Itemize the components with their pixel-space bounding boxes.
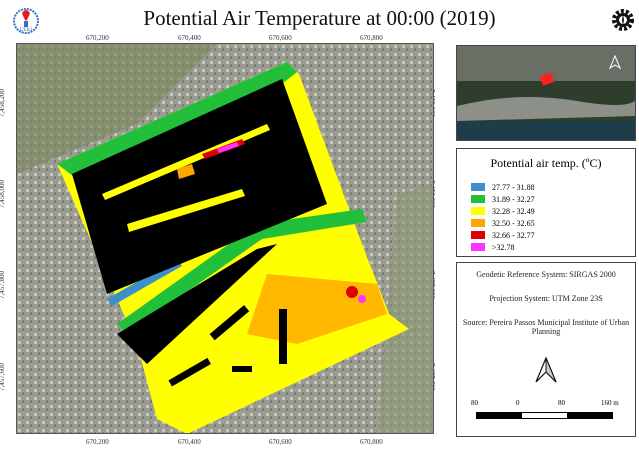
x-tick-bottom: 670,600 xyxy=(269,438,292,446)
source-text: Source: Pereira Passos Municipal Institu… xyxy=(462,318,630,336)
legend-label: 31.89 - 32.27 xyxy=(492,194,535,204)
scale-label: 80 xyxy=(558,399,565,407)
x-tick-bottom: 670,400 xyxy=(178,438,201,446)
x-tick-bottom: 670,200 xyxy=(86,438,109,446)
info-panel: Geodetic Reference System: SIRGAS 2000 P… xyxy=(456,262,636,437)
projection-text: Projection System: UTM Zone 23S xyxy=(489,294,603,303)
north-arrow-icon xyxy=(534,356,558,389)
datum-text: Geodetic Reference System: SIRGAS 2000 xyxy=(476,270,616,279)
svg-text:UERJ: UERJ xyxy=(20,28,32,33)
legend-label: >32.78 xyxy=(492,242,515,252)
location-inset-map[interactable] xyxy=(456,45,636,141)
y-tick-left: 7,458,000 xyxy=(0,180,6,208)
gear-logo xyxy=(611,8,635,37)
map-title: Potential Air Temperature at 00:00 (2019… xyxy=(143,6,496,30)
legend-label: 32.50 - 32.65 xyxy=(492,218,535,228)
y-tick-left: 7,458,200 xyxy=(0,89,6,117)
scale-label: 0 xyxy=(516,399,520,407)
legend-title: Potential air temp. (ºC) xyxy=(490,156,602,170)
legend-swatch xyxy=(471,231,485,239)
x-tick-top: 670,600 xyxy=(269,34,292,42)
legend-item: 27.77 - 31.88 xyxy=(471,181,635,193)
scale-label: 160 m xyxy=(601,399,619,407)
legend-item: 32.66 - 32.77 xyxy=(471,229,635,241)
legend-label: 27.77 - 31.88 xyxy=(492,182,535,192)
x-tick-top: 670,400 xyxy=(178,34,201,42)
legend-item: 31.89 - 32.27 xyxy=(471,193,635,205)
legend-label: 32.28 - 32.49 xyxy=(492,206,535,216)
uerj-logo: UERJ xyxy=(12,5,40,41)
legend-item: 32.50 - 32.65 xyxy=(471,217,635,229)
legend: Potential air temp. (ºC) 27.77 - 31.88 31… xyxy=(456,148,636,257)
legend-swatch xyxy=(471,243,485,251)
study-area-marker xyxy=(539,72,555,86)
main-map[interactable] xyxy=(16,43,434,434)
scale-label: 80 xyxy=(471,399,478,407)
legend-label: 32.66 - 32.77 xyxy=(492,230,535,240)
y-tick-left: 7,457,600 xyxy=(0,363,6,391)
legend-swatch xyxy=(471,219,485,227)
legend-item: >32.78 xyxy=(471,241,635,253)
legend-item: 32.28 - 32.49 xyxy=(471,205,635,217)
x-tick-top: 670,800 xyxy=(360,34,383,42)
legend-swatch xyxy=(471,195,485,203)
legend-swatch xyxy=(471,183,485,191)
x-tick-bottom: 670,800 xyxy=(360,438,383,446)
x-tick-top: 670,200 xyxy=(86,34,109,42)
legend-swatch xyxy=(471,207,485,215)
scale-bar xyxy=(476,412,613,419)
y-tick-left: 7,457,800 xyxy=(0,271,6,299)
